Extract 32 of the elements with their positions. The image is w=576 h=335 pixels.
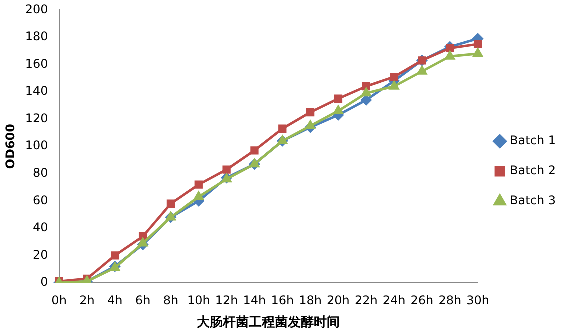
- y-tick-label: 140: [25, 84, 48, 98]
- y-tick-label: 100: [25, 138, 48, 153]
- x-tick-label: 12h: [215, 293, 238, 308]
- x-tick-label: 30h: [466, 293, 490, 308]
- x-tick-label: 10h: [187, 293, 210, 308]
- x-tick-label: 28h: [438, 293, 462, 308]
- y-tick-label: 180: [25, 30, 48, 44]
- y-tick-label: 60: [33, 193, 48, 208]
- y-tick-label: 40: [33, 220, 48, 235]
- x-tick-label: 0h: [52, 293, 67, 308]
- x-tick-label: 22h: [354, 293, 378, 308]
- x-tick-label: 2h: [80, 293, 95, 308]
- x-tick-label: 18h: [299, 293, 322, 308]
- y-tick-label: 0: [40, 275, 48, 290]
- x-tick-label: 8h: [163, 293, 179, 308]
- y-tick-label: 200: [25, 2, 48, 16]
- x-tick-label: 6h: [135, 293, 151, 308]
- legend-label: Batch 1: [510, 134, 556, 148]
- legend-label: Batch 3: [510, 194, 556, 208]
- x-tick-label: 16h: [271, 293, 294, 308]
- x-tick-label: 20h: [327, 293, 350, 308]
- x-tick-label: 24h: [382, 293, 406, 308]
- y-axis-title: OD600: [3, 124, 18, 170]
- x-axis-title: 大肠杆菌工程菌发酵时间: [197, 316, 340, 331]
- y-tick-label: 160: [25, 56, 48, 71]
- x-tick-label: 4h: [108, 293, 123, 308]
- x-tick-label: 14h: [243, 293, 266, 308]
- y-tick-label: 80: [33, 166, 48, 180]
- x-tick-label: 26h: [410, 293, 434, 308]
- y-tick-label: 120: [25, 111, 48, 126]
- legend-label: Batch 2: [510, 164, 556, 178]
- y-tick-label: 20: [33, 248, 48, 262]
